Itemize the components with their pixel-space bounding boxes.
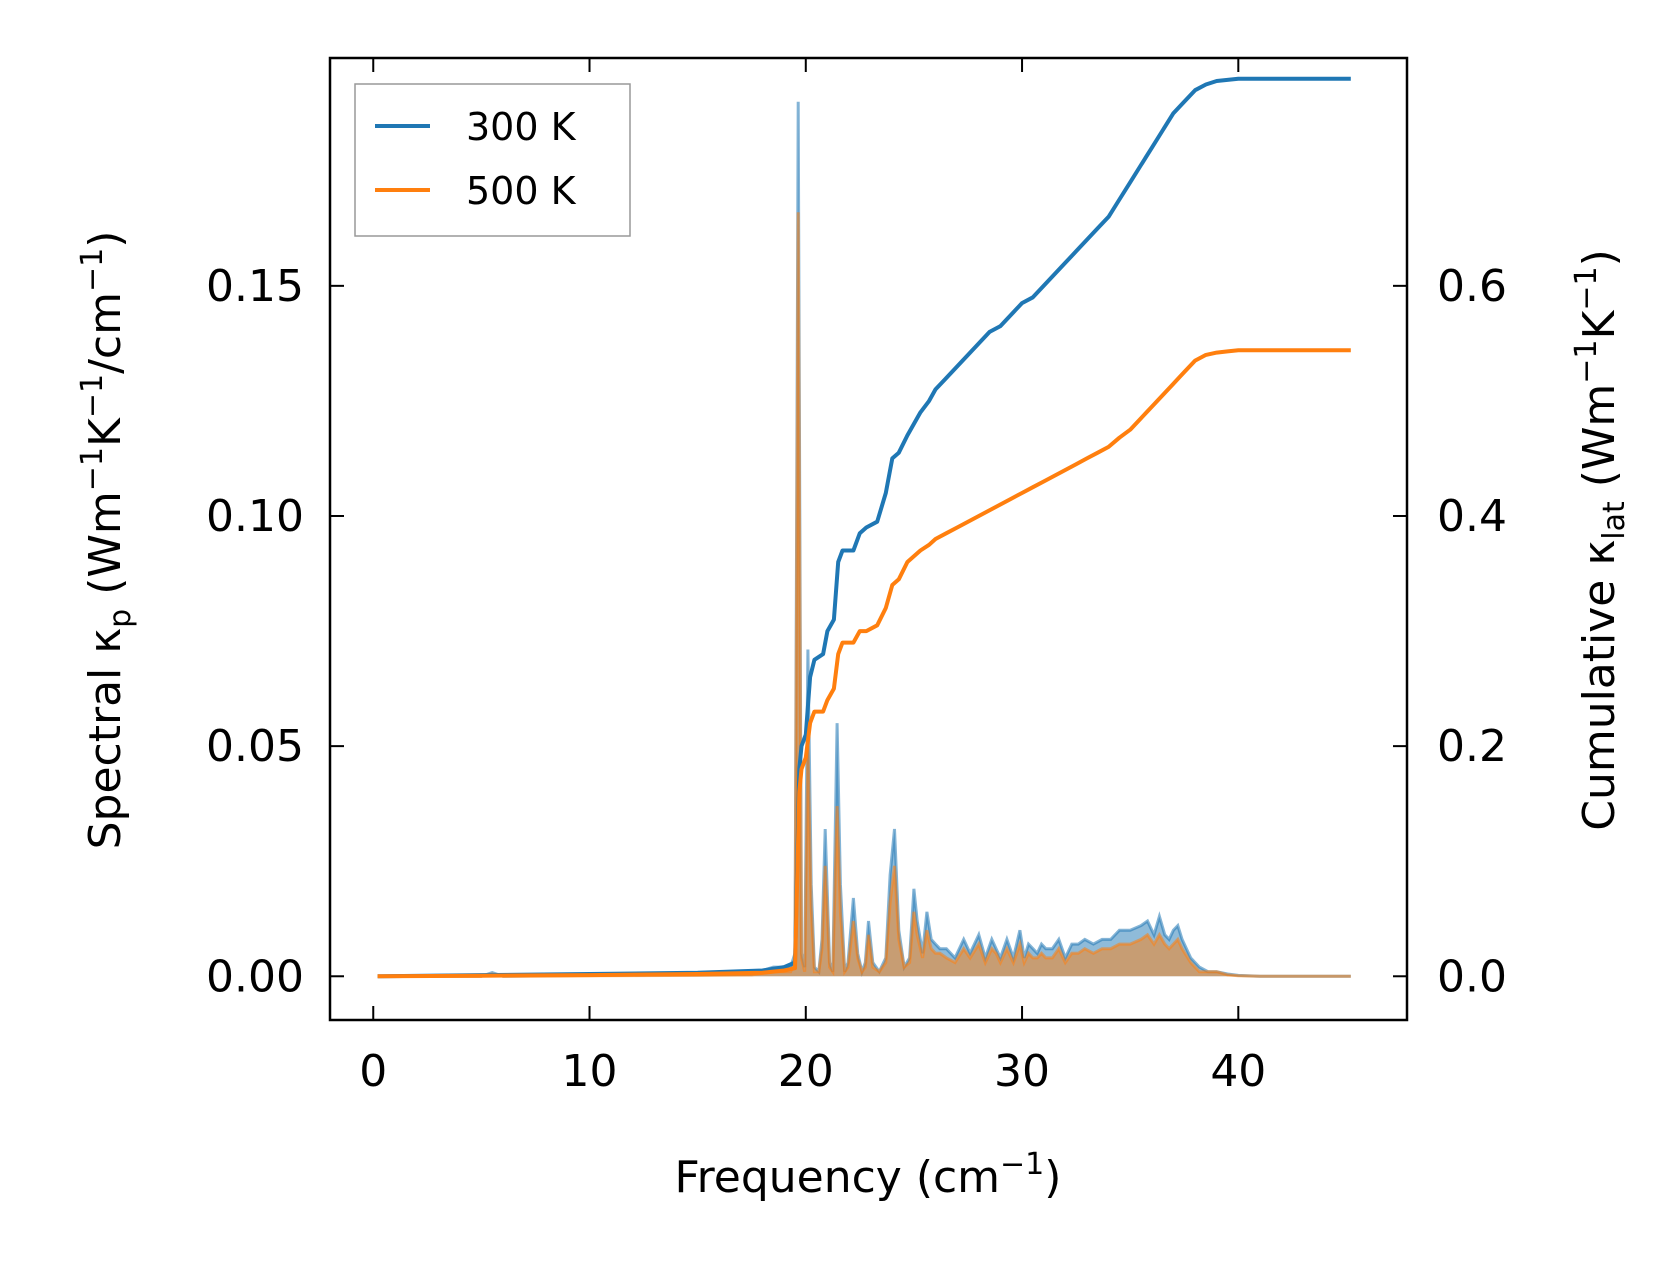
- x-axis-label: Frequency (cm−1): [675, 1147, 1062, 1203]
- legend-label-300k: 300 K: [466, 105, 577, 149]
- x-tick-label: 40: [1210, 1046, 1266, 1097]
- y-tick-label-right: 0.6: [1437, 261, 1507, 312]
- legend-box: [354, 83, 631, 237]
- y-axis-right: 0.0 0.2 0.4 0.6: [1393, 261, 1507, 1002]
- y-tick-label-right: 0.4: [1437, 491, 1507, 542]
- y-axis-left: 0.00 0.05 0.10 0.15: [206, 261, 344, 1002]
- x-tick-label: 20: [778, 1046, 834, 1097]
- y-axis-right-label: Cumulative κlat (Wm−1K−1): [1569, 249, 1632, 831]
- cumulative-line-300k: [377, 76, 1351, 979]
- x-tick-label: 30: [994, 1046, 1050, 1097]
- x-axis: 0 10 20 30 40: [359, 58, 1266, 1097]
- legend: 300 K 500 K: [354, 83, 631, 237]
- cumulative-line-500k: [377, 348, 1351, 979]
- legend-label-500k: 500 K: [466, 169, 577, 213]
- y-axis-left-label: Spectral κp (Wm−1K−1/cm−1): [75, 231, 138, 850]
- y-tick-label-left: 0.10: [206, 491, 304, 542]
- spectral-line-500k: [377, 212, 1351, 978]
- y-tick-label-right: 0.0: [1437, 951, 1507, 1002]
- x-tick-label: 0: [359, 1046, 387, 1097]
- y-tick-label-left: 0.15: [206, 261, 304, 312]
- cumulative-series-layer: [377, 76, 1351, 979]
- y-tick-label-left: 0.05: [206, 721, 304, 772]
- plot-frame: [328, 56, 1409, 1022]
- x-tick-label: 10: [562, 1046, 618, 1097]
- y-tick-label-right: 0.2: [1437, 721, 1507, 772]
- y-tick-label-left: 0.00: [206, 951, 304, 1002]
- spectral-series-layer: [377, 101, 1351, 978]
